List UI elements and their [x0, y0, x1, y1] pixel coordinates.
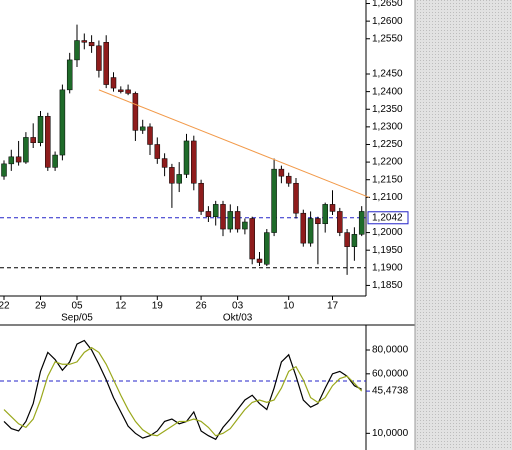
- candle-body: [52, 154, 58, 168]
- candle-body: [307, 218, 314, 244]
- candle-body: [191, 140, 197, 184]
- y-tick-label: 1,2300: [372, 121, 403, 132]
- candle-body: [96, 45, 102, 71]
- month-label: Sep/05: [61, 313, 93, 324]
- y-tick-label: 1,2000: [372, 227, 403, 238]
- candle-body: [242, 221, 248, 230]
- y-tick-label: 10,0000: [372, 428, 409, 439]
- x-tick-label: 10: [283, 301, 295, 312]
- candle-body: [161, 158, 168, 168]
- x-tick-label: 26: [196, 301, 208, 312]
- candle-body: [8, 156, 15, 165]
- side-background: [415, 0, 512, 450]
- candle-body: [147, 126, 153, 145]
- y-tick-label: 1,2200: [372, 157, 403, 168]
- x-tick-label: 05: [71, 301, 83, 312]
- level-label: 1,1900: [372, 262, 403, 273]
- candle-body: [315, 218, 321, 225]
- level-box: [367, 211, 409, 225]
- candle-body: [300, 212, 307, 244]
- candle-body: [37, 116, 44, 143]
- candle-body: [205, 211, 212, 217]
- candle-body: [271, 168, 277, 233]
- candle-body: [88, 42, 95, 47]
- y-tick-label: 1,2250: [372, 139, 403, 150]
- candle-body: [249, 218, 255, 260]
- y-tick-label: 60,0000: [372, 368, 409, 379]
- candle-body: [15, 156, 22, 163]
- y-tick-label: 1,1950: [372, 245, 403, 256]
- candle-body: [103, 42, 109, 85]
- candle-body: [234, 211, 241, 230]
- candle-body: [220, 204, 226, 230]
- candle-body: [154, 144, 161, 159]
- y-tick-label: 1,2350: [372, 104, 403, 115]
- candle-body: [81, 40, 88, 43]
- x-tick-label: 22: [0, 301, 10, 312]
- level-label: 1,2042: [372, 212, 403, 223]
- candle-body: [285, 175, 292, 184]
- x-tick-label: 12: [115, 301, 127, 312]
- x-tick-label: 29: [35, 301, 47, 312]
- candle-body: [23, 137, 29, 163]
- y-tick-label: 1,2100: [372, 192, 403, 203]
- candle-body: [256, 258, 263, 263]
- candle-body: [227, 211, 234, 230]
- candle-body: [322, 204, 328, 225]
- candle-body: [329, 204, 336, 212]
- candle-body: [74, 40, 80, 61]
- candle-body: [139, 126, 146, 131]
- y-tick-label: 1,2150: [372, 174, 403, 185]
- candle-body: [169, 167, 175, 184]
- y-tick-label: 80,0000: [372, 345, 409, 356]
- candle-body: [344, 232, 350, 247]
- y-tick-label: 1,2450: [372, 69, 403, 80]
- candle-body: [264, 232, 270, 265]
- candle-body: [118, 89, 124, 92]
- candle-body: [132, 93, 139, 131]
- x-tick-label: 19: [152, 301, 164, 312]
- candle-body: [183, 140, 190, 175]
- candle-body: [278, 168, 285, 177]
- candle-body: [358, 211, 365, 235]
- trendline: [98, 89, 370, 198]
- x-tick-label: 03: [232, 301, 244, 312]
- candle-body: [110, 77, 117, 89]
- candle-body: [1, 163, 7, 177]
- y-tick-label: 1,2550: [372, 33, 403, 44]
- candle-body: [125, 89, 131, 94]
- candle-body: [212, 204, 219, 217]
- candle-body: [337, 211, 343, 233]
- y-tick-label: 1,2650: [372, 0, 403, 9]
- candle-body: [59, 89, 66, 156]
- oscillator-line: [3, 346, 363, 437]
- candle-body: [30, 137, 36, 143]
- candle-body: [351, 234, 358, 247]
- candle-body: [66, 59, 73, 91]
- month-label: Okt/03: [223, 313, 253, 324]
- candle-body: [198, 182, 204, 212]
- candle-body: [45, 116, 51, 168]
- candle-body: [293, 182, 299, 214]
- y-tick-label: 1,2400: [372, 86, 403, 97]
- y-tick-label: 1,1850: [372, 280, 403, 291]
- last-value-label: 45,4738: [372, 386, 409, 397]
- y-tick-label: 1,2600: [372, 16, 403, 27]
- oscillator-line: [3, 339, 362, 441]
- x-tick-label: 17: [327, 301, 339, 312]
- candle-body: [176, 174, 182, 184]
